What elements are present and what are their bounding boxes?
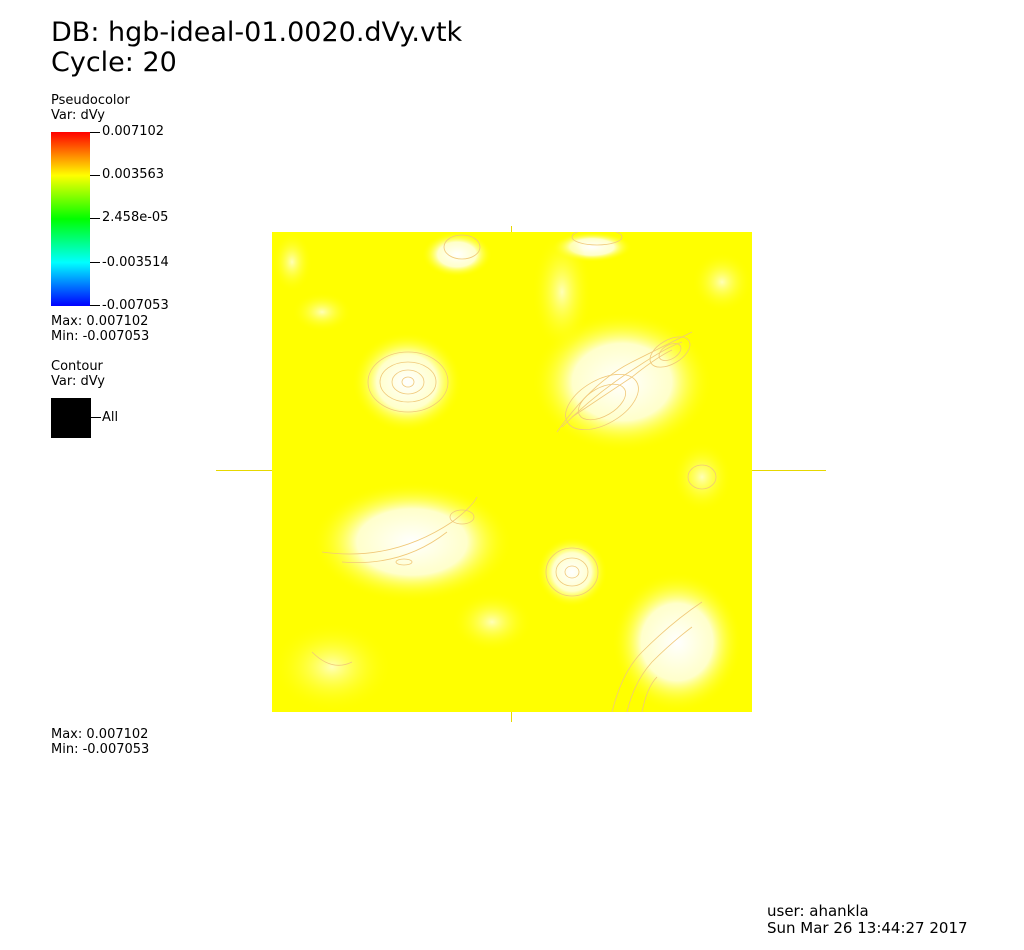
colorbar-tick-label: -0.003514 [102, 255, 169, 270]
colorbar-tick-label: 2.458e-05 [102, 210, 169, 225]
field-highlights [272, 232, 752, 712]
database-title: DB: hgb-ideal-01.0020.dVy.vtk [51, 17, 463, 48]
pseudocolor-min: Min: -0.007053 [51, 329, 150, 344]
contour-swatch-tick [91, 417, 101, 418]
colorbar-tick [90, 218, 100, 219]
contour-color-swatch [51, 398, 91, 438]
colorbar-tick [90, 305, 100, 306]
pseudocolor-colorbar [51, 132, 90, 306]
pseudocolor-max: Max: 0.007102 [51, 314, 149, 329]
contour-legend-title: Contour [51, 359, 103, 374]
user-label: user: ahankla [767, 902, 869, 920]
colorbar-tick-label: 0.003563 [102, 167, 165, 182]
colorbar-tick [90, 132, 100, 133]
timestamp-label: Sun Mar 26 13:44:27 2017 [767, 919, 968, 937]
colorbar-tick [90, 262, 100, 263]
pseudocolor-plot [272, 232, 752, 712]
contour-swatch-label: All [102, 410, 119, 425]
colorbar-tick-label: -0.007053 [102, 298, 169, 313]
plot-max: Max: 0.007102 [51, 727, 149, 742]
field-rendering [272, 232, 752, 712]
contour-var-label: Var: dVy [51, 374, 105, 389]
contour-lines [311, 232, 717, 712]
plot-min: Min: -0.007053 [51, 742, 150, 757]
cycle-label: Cycle: 20 [51, 47, 177, 78]
colorbar-tick-label: 0.007102 [102, 124, 165, 139]
colorbar-tick [90, 175, 100, 176]
pseudocolor-var-label: Var: dVy [51, 108, 105, 123]
pseudocolor-legend-title: Pseudocolor [51, 93, 130, 108]
